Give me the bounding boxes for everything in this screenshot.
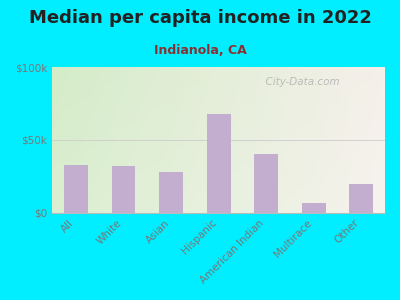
Bar: [112, 166, 136, 213]
Bar: [64, 165, 88, 213]
Text: City-Data.com: City-Data.com: [258, 77, 339, 87]
Bar: [207, 114, 230, 213]
Bar: [302, 202, 326, 213]
Bar: [349, 184, 373, 213]
Text: Indianola, CA: Indianola, CA: [154, 44, 246, 56]
Bar: [159, 172, 183, 213]
Text: Median per capita income in 2022: Median per capita income in 2022: [28, 9, 372, 27]
Bar: [254, 154, 278, 213]
